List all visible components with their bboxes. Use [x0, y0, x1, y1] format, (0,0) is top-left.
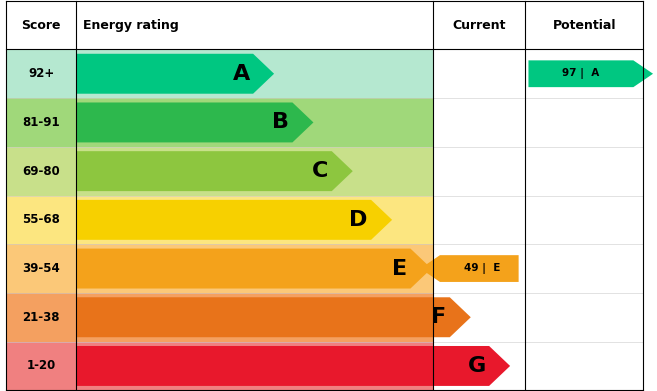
Text: G: G [468, 356, 486, 376]
Bar [6, 244, 434, 293]
Text: C: C [312, 161, 328, 181]
Text: 69-80: 69-80 [22, 165, 60, 178]
Bar [6, 147, 434, 196]
Polygon shape [76, 297, 471, 337]
Text: 49 |  E: 49 | E [464, 263, 501, 274]
Bar [6, 49, 434, 98]
Polygon shape [76, 54, 274, 94]
Text: B: B [272, 113, 289, 133]
Bar [6, 196, 434, 244]
Polygon shape [76, 102, 313, 142]
Text: 55-68: 55-68 [22, 213, 60, 226]
Text: D: D [350, 210, 368, 230]
Text: A: A [233, 64, 250, 84]
Text: 1-20: 1-20 [26, 359, 56, 373]
Polygon shape [76, 200, 392, 240]
Polygon shape [76, 151, 353, 191]
Polygon shape [420, 255, 518, 282]
Bar [6, 98, 434, 147]
Text: E: E [392, 258, 407, 278]
Text: Score: Score [21, 18, 60, 32]
Text: Energy rating: Energy rating [83, 18, 179, 32]
Text: 92+: 92+ [28, 67, 54, 80]
Text: Current: Current [453, 18, 506, 32]
Bar [6, 342, 434, 390]
Polygon shape [76, 249, 432, 289]
Bar [6, 293, 434, 342]
Polygon shape [76, 346, 510, 386]
Text: 21-38: 21-38 [22, 311, 60, 324]
Polygon shape [528, 60, 653, 87]
Text: Potential: Potential [553, 18, 616, 32]
Text: F: F [432, 307, 447, 327]
Bar [6, 1, 643, 49]
Text: 81-91: 81-91 [22, 116, 60, 129]
Text: 97 |  A: 97 | A [562, 68, 600, 79]
Text: 39-54: 39-54 [22, 262, 60, 275]
